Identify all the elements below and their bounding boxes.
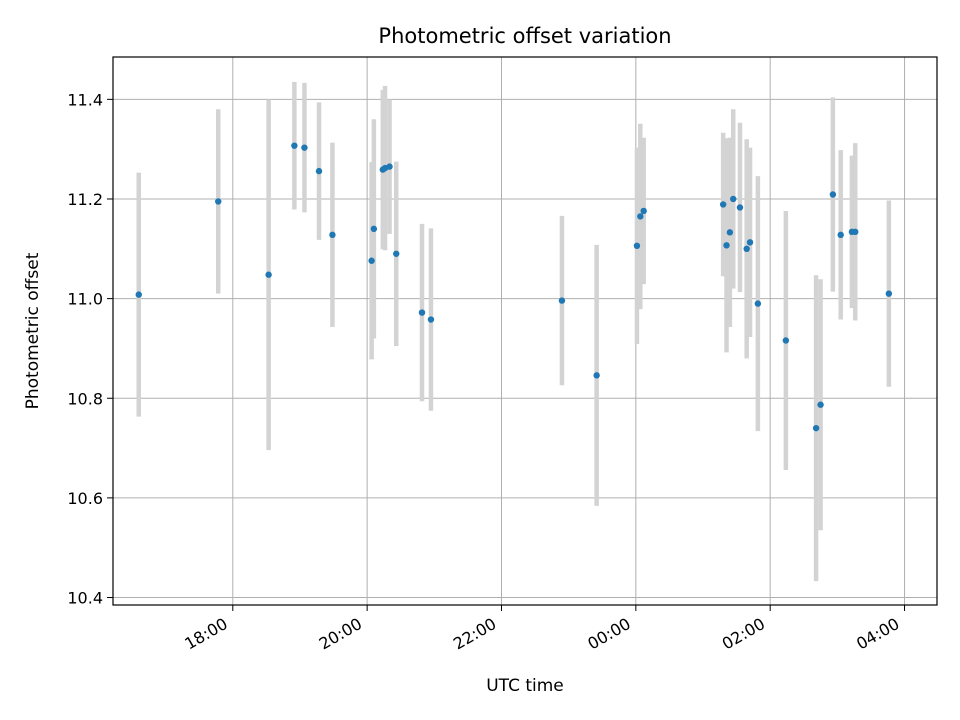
y-tick-label: 11.4 [67,90,103,109]
data-point [726,229,734,236]
y-tick-label: 10.6 [67,489,103,508]
data-point [291,142,298,149]
data-point [746,239,754,246]
data-point [633,242,641,250]
data-point [640,207,647,215]
data-point [368,257,375,264]
data-points [135,142,893,432]
data-point [754,300,762,307]
data-point [719,201,727,208]
data-point [215,198,222,205]
y-tick-label: 11.0 [67,290,103,309]
y-tick-label: 10.4 [67,589,103,608]
data-point [885,290,893,297]
y-axis-label: Photometric offset [23,252,43,409]
data-point [370,225,378,233]
data-point [427,316,435,323]
data-point [812,424,820,432]
data-point [265,271,272,278]
data-point [135,291,142,298]
data-point [852,228,859,236]
y-axis-ticks: 10.4 10.6 10.8 11.0 11.2 11.4 [67,90,113,608]
data-point [817,401,824,408]
data-point [723,242,730,249]
data-point [301,144,308,151]
data-point [736,204,744,211]
data-point [593,372,600,379]
data-point [393,250,400,257]
data-point [329,231,336,239]
data-point [829,191,837,198]
data-point [637,213,644,220]
y-tick-label: 11.2 [67,190,103,209]
data-point [743,245,750,252]
plot-frame [112,56,938,606]
data-point [558,297,566,304]
data-point [782,337,790,344]
chart-title: Photometric offset variation [378,24,671,48]
data-point [730,195,737,203]
data-point [837,231,844,239]
y-tick-label: 10.8 [67,389,103,408]
data-point [418,309,426,316]
data-point [386,163,393,170]
x-axis-label: UTC time [486,676,564,696]
grid [113,57,937,605]
data-point [315,167,323,175]
